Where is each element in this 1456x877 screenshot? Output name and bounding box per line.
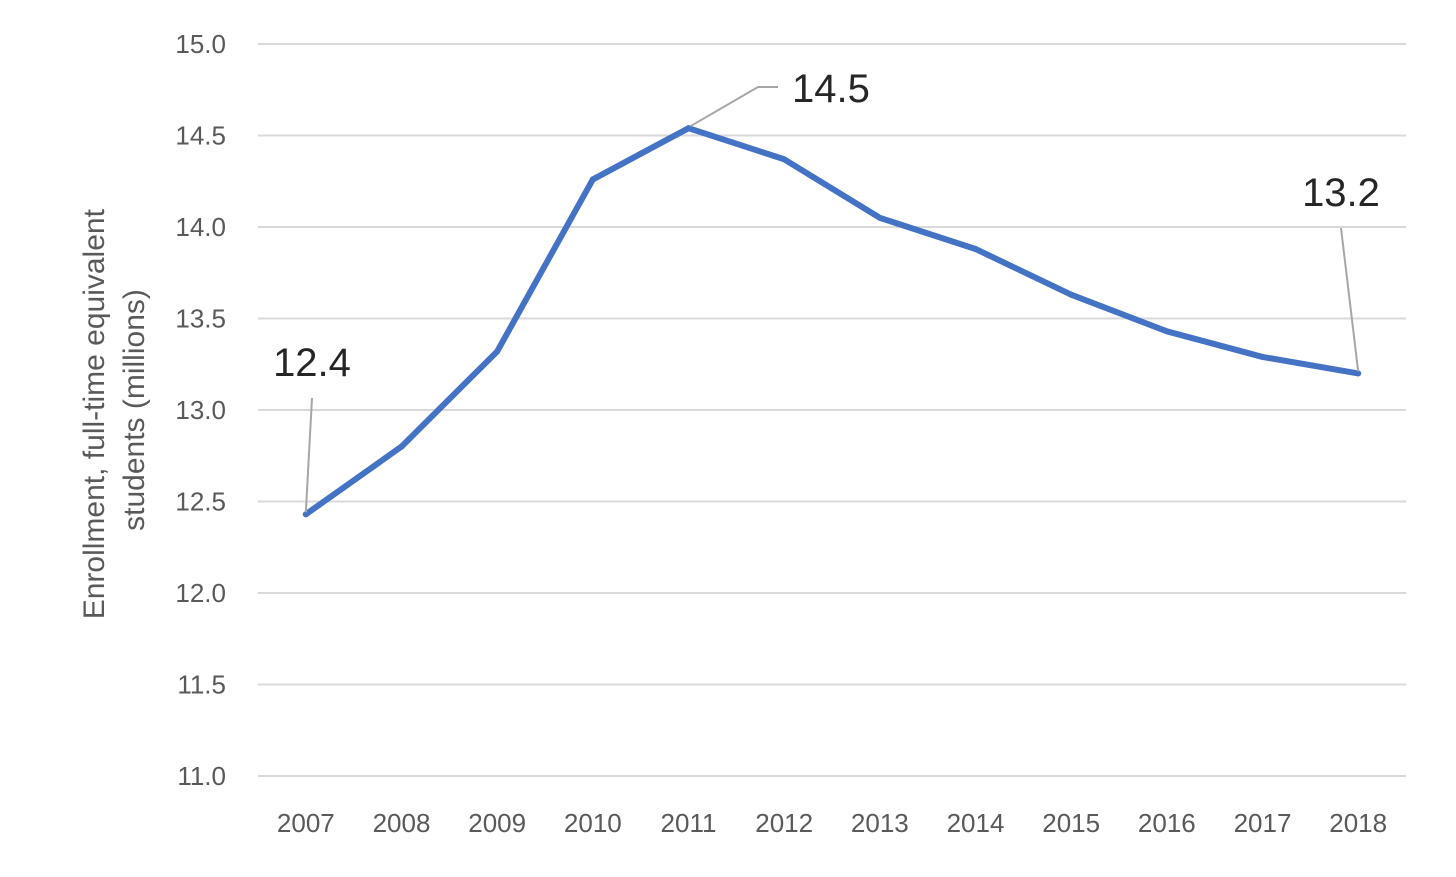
x-tick-label: 2011 [661, 808, 717, 838]
data-point [876, 214, 883, 221]
x-tick-label: 2018 [1329, 808, 1387, 838]
y-tick-label: 14.5 [175, 121, 226, 151]
data-label: 14.5 [792, 67, 870, 111]
x-tick-label: 2010 [564, 808, 622, 838]
data-labels: 12.4 14.5 13.2 [273, 67, 1380, 513]
data-point [1259, 353, 1266, 360]
series-layer [302, 125, 1362, 518]
leader-line [304, 397, 313, 513]
y-tick-label: 13.0 [175, 395, 226, 425]
data-label: 12.4 [273, 341, 351, 385]
leader-line [1340, 227, 1360, 372]
x-tick-label: 2013 [851, 808, 909, 838]
y-axis-label-line-2: students (millions) [118, 289, 151, 531]
y-tick-label: 12.0 [175, 578, 226, 608]
leader-line [689, 86, 778, 128]
x-tick-label: 2008 [373, 808, 431, 838]
data-point [1355, 370, 1362, 377]
data-point [398, 443, 405, 450]
data-point [685, 125, 692, 132]
series-line [302, 125, 1362, 518]
data-point [1163, 328, 1170, 335]
x-tick-label: 2015 [1042, 808, 1100, 838]
x-tick-label: 2007 [277, 808, 335, 838]
y-axis-ticks: 11.0 11.5 12.0 12.5 13.0 13.5 14.0 14.5 15.0 [175, 29, 226, 791]
y-tick-label: 11.0 [177, 761, 226, 791]
x-tick-label: 2016 [1138, 808, 1196, 838]
x-tick-label: 2012 [755, 808, 813, 838]
data-point [589, 176, 596, 183]
data-point [302, 511, 309, 518]
y-tick-label: 13.5 [175, 304, 226, 334]
y-tick-label: 11.5 [177, 670, 226, 700]
y-tick-label: 14.0 [175, 212, 226, 242]
y-tick-label: 15.0 [175, 29, 226, 59]
data-label: 13.2 [1302, 171, 1380, 215]
y-axis-label: Enrollment, full-time equivalent student… [78, 201, 151, 620]
x-tick-label: 2009 [468, 808, 526, 838]
y-tick-label: 12.5 [175, 487, 226, 517]
y-axis-label-line-1: Enrollment, full-time equivalent [78, 208, 111, 619]
x-axis-ticks: 2007 2008 2009 2010 2011 2012 2013 2014 2015 2016… [277, 808, 1387, 838]
data-point [972, 245, 979, 252]
x-tick-label: 2017 [1234, 808, 1292, 838]
gridlines [258, 43, 1406, 777]
data-point [1068, 291, 1075, 298]
x-tick-label: 2014 [947, 808, 1005, 838]
data-point [494, 348, 501, 355]
data-point [781, 156, 788, 163]
